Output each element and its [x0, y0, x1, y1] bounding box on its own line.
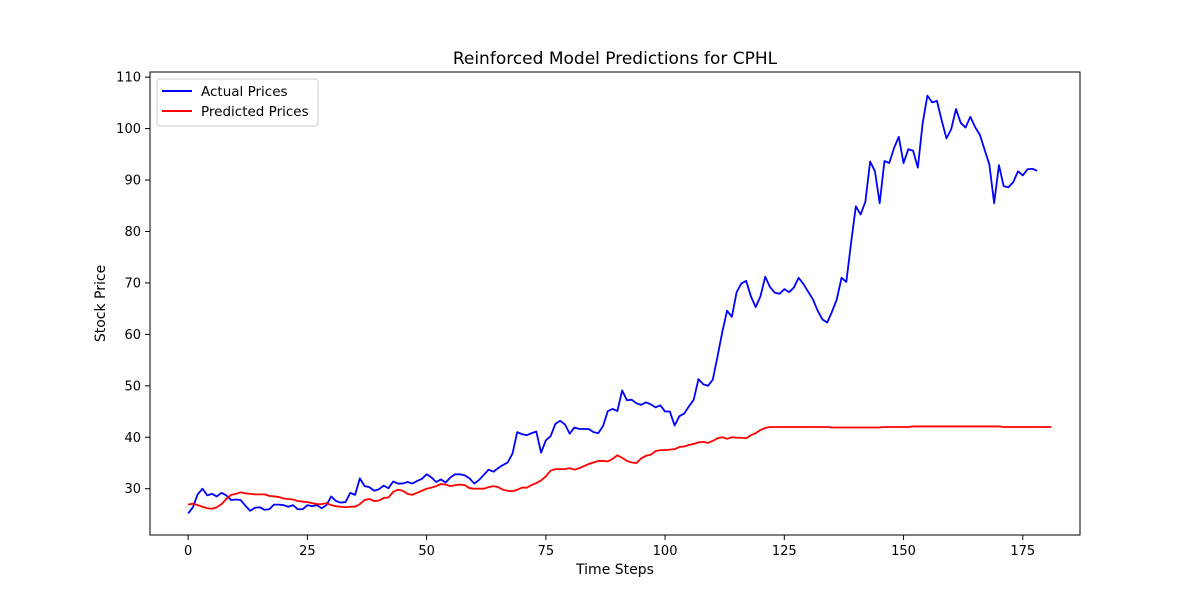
y-tick-label: 60: [124, 328, 141, 343]
chart-title: Reinforced Model Predictions for CPHL: [453, 49, 778, 69]
x-tick-label: 0: [184, 544, 192, 559]
y-tick-label: 40: [124, 431, 141, 446]
y-tick-label: 50: [124, 379, 141, 394]
y-tick-label: 80: [124, 225, 141, 240]
series-layer: [187, 94, 1052, 514]
plot-area: [149, 71, 1081, 536]
x-tick-label: 125: [772, 544, 797, 559]
y-tick-label: 110: [116, 71, 141, 86]
y-tick-label: 100: [116, 122, 141, 137]
legend-label-predicted-prices: Predicted Prices: [201, 104, 309, 120]
legend-box: [156, 78, 319, 127]
y-tick-label: 70: [124, 276, 141, 291]
y-axis-label: Stock Price: [93, 265, 109, 342]
legend-label-actual-prices: Actual Prices: [201, 84, 288, 100]
x-tick-label: 100: [653, 544, 678, 559]
y-tick-label: 30: [124, 482, 141, 497]
series-line-actual-prices: [187, 94, 1038, 514]
x-tick-label: 50: [418, 544, 435, 559]
y-axis-ticks: 30 40 50 60 70 80 90 100 110: [116, 71, 150, 497]
y-tick-label: 90: [124, 174, 141, 189]
series-line-predicted-prices: [187, 425, 1052, 510]
x-tick-label: 150: [891, 544, 916, 559]
x-tick-label: 75: [538, 544, 555, 559]
legend: Actual Prices Predicted Prices: [156, 78, 319, 127]
x-tick-label: 25: [299, 544, 316, 559]
x-axis-ticks: 0 25 50 75 100 125 150 175: [184, 535, 1035, 559]
x-axis-label: Time Steps: [575, 562, 654, 578]
axes-frame: [149, 71, 1081, 536]
x-tick-label: 175: [1010, 544, 1035, 559]
